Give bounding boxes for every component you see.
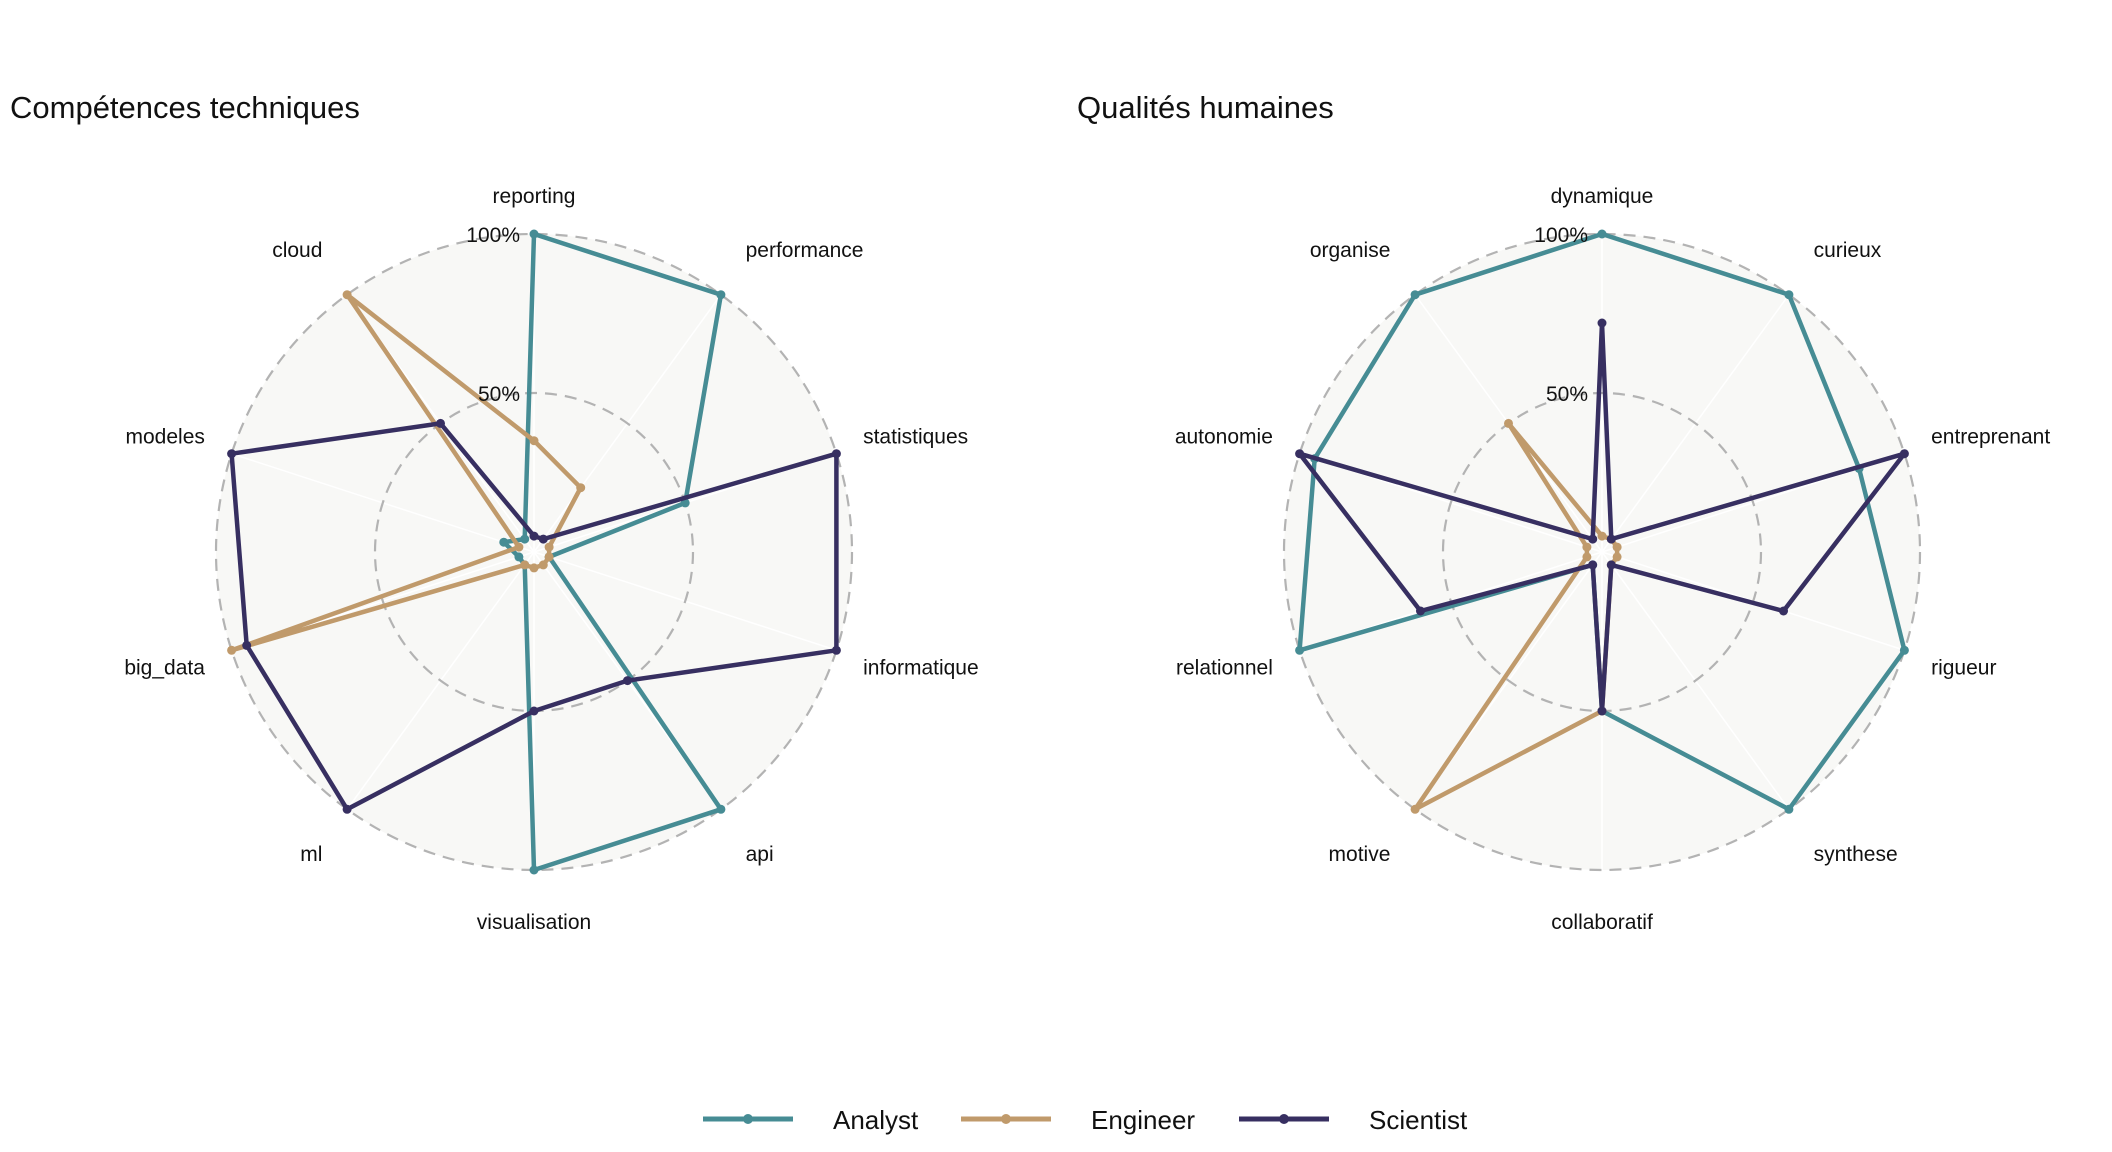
point-scientist-reporting	[529, 531, 539, 541]
point-scientist-dynamique	[1597, 318, 1607, 328]
axis-label-ml: ml	[300, 843, 322, 866]
point-scientist-statistiques	[831, 449, 841, 459]
point-scientist-organise	[1588, 534, 1598, 544]
legend-label-engineer: Engineer	[1091, 1105, 1195, 1135]
panel-title-technical: Compétences techniques	[10, 90, 360, 125]
legend-label-scientist: Scientist	[1369, 1105, 1468, 1135]
axis-label-synthese: synthese	[1814, 843, 1898, 866]
point-engineer-organise	[1504, 418, 1513, 428]
point-engineer-entreprenant	[1612, 542, 1622, 552]
point-engineer-big-data	[227, 645, 237, 655]
point-analyst-modeles	[499, 537, 509, 547]
legend-marker-scientist	[1279, 1114, 1289, 1124]
point-scientist-api	[623, 676, 632, 686]
ring-label-50: 50%	[1546, 383, 1588, 406]
point-engineer-performance	[576, 483, 586, 493]
axis-label-api: api	[746, 843, 774, 866]
point-analyst-organise	[1410, 290, 1420, 300]
axis-label-big-data: big_data	[124, 656, 205, 679]
point-engineer-informatique	[544, 552, 554, 562]
point-analyst-relationnel	[1295, 645, 1305, 655]
point-scientist-performance	[538, 534, 548, 544]
legend: Analyst Engineer Scientist	[703, 1105, 1468, 1135]
axis-label-statistiques: statistiques	[863, 426, 968, 449]
axis-label-rigueur: rigueur	[1931, 656, 1996, 679]
point-scientist-cloud	[436, 418, 445, 428]
point-scientist-curieux	[1606, 534, 1616, 544]
point-engineer-statistiques	[544, 542, 554, 552]
point-scientist-autonomie	[1295, 449, 1305, 459]
axis-label-reporting: reporting	[493, 185, 576, 208]
point-analyst-dynamique	[1597, 229, 1607, 239]
point-engineer-cloud	[342, 290, 352, 300]
point-engineer-rigueur	[1612, 552, 1622, 562]
grid-ring-100	[1282, 232, 1922, 872]
axis-label-entreprenant: entreprenant	[1931, 426, 2050, 449]
point-analyst-reporting	[529, 229, 539, 239]
point-engineer-autonomie	[1582, 542, 1592, 552]
point-analyst-cloud	[520, 534, 530, 544]
axis-label-relationnel: relationnel	[1176, 656, 1273, 679]
axis-label-performance: performance	[746, 239, 864, 262]
point-scientist-synthese	[1606, 560, 1616, 570]
legend-marker-analyst	[743, 1114, 753, 1124]
legend-label-analyst: Analyst	[833, 1105, 919, 1135]
point-scientist-collaboratif	[1597, 706, 1607, 716]
panel-technical-skills: Compétences techniques 50% 100% reporting p…	[10, 90, 979, 934]
point-scientist-relationnel	[1416, 606, 1425, 616]
point-engineer-visualisation	[529, 563, 539, 573]
point-analyst-curieux	[1784, 290, 1794, 300]
panel-human-qualities: Qualités humaines 50% 100% dynamique curieu…	[1077, 90, 2050, 934]
point-scientist-modeles	[227, 449, 237, 459]
axis-label-dynamique: dynamique	[1551, 185, 1654, 208]
axis-label-cloud: cloud	[272, 239, 322, 262]
ring-label-100: 100%	[466, 224, 520, 247]
point-scientist-ml	[342, 804, 352, 814]
point-analyst-visualisation	[529, 865, 539, 875]
point-analyst-big-data	[514, 552, 524, 562]
axis-label-modeles: modeles	[126, 426, 205, 449]
point-engineer-relationnel	[1582, 552, 1592, 562]
point-engineer-reporting	[529, 436, 539, 446]
axis-label-motive: motive	[1329, 843, 1391, 866]
point-engineer-ml	[520, 560, 530, 570]
point-scientist-visualisation	[529, 706, 539, 716]
axis-label-informatique: informatique	[863, 656, 979, 679]
point-scientist-motive	[1588, 560, 1598, 570]
point-analyst-rigueur	[1899, 645, 1909, 655]
panel-title-human: Qualités humaines	[1077, 90, 1334, 125]
point-engineer-modeles	[514, 542, 524, 552]
axis-label-autonomie: autonomie	[1175, 426, 1273, 449]
axis-label-organise: organise	[1310, 239, 1391, 262]
point-scientist-rigueur	[1779, 606, 1788, 616]
ring-label-50: 50%	[478, 383, 520, 406]
axis-label-visualisation: visualisation	[477, 911, 591, 934]
point-scientist-informatique	[831, 645, 841, 655]
axis-label-curieux: curieux	[1814, 239, 1882, 262]
point-engineer-dynamique	[1597, 531, 1607, 541]
point-scientist-big-data	[242, 640, 252, 650]
axis-label-collaboratif: collaboratif	[1551, 911, 1653, 934]
point-analyst-synthese	[1784, 804, 1794, 814]
legend-marker-engineer	[1001, 1114, 1011, 1124]
point-analyst-performance	[716, 290, 726, 300]
ring-label-100: 100%	[1534, 224, 1588, 247]
point-analyst-api	[716, 804, 726, 814]
point-scientist-entreprenant	[1899, 449, 1909, 459]
point-engineer-motive	[1410, 804, 1420, 814]
point-engineer-api	[538, 560, 548, 570]
grid-ring-100	[214, 232, 854, 872]
